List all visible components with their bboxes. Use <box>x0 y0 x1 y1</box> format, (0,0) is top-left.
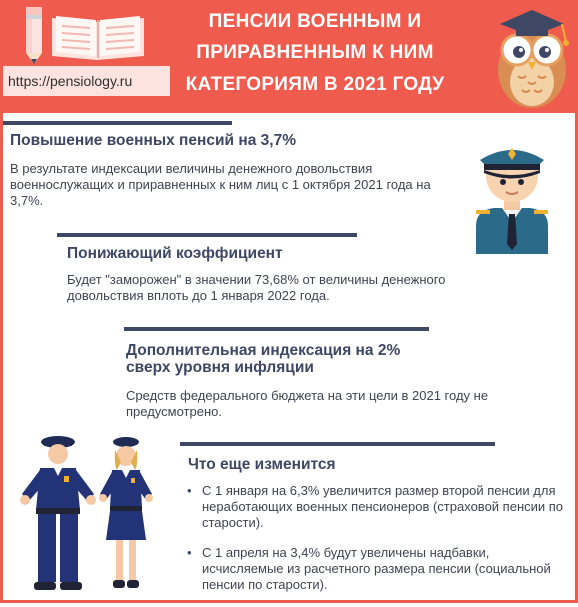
section-text-additional-indexation: Средств федерального бюджета на эти цели… <box>126 388 489 419</box>
page-title-line-2: ПРИРАВНЕННЫМ К НИМ <box>196 42 434 63</box>
section-title-pension-increase: Повышение военных пенсий на 3,7% <box>10 132 296 149</box>
section-divider-1 <box>0 121 232 125</box>
section-title-additional-indexation-1: Дополнительная индексация на 2% <box>126 342 401 359</box>
pencil-icon <box>26 7 42 64</box>
officer-portrait-icon <box>476 148 548 254</box>
section-divider-2 <box>57 233 357 237</box>
page-title-line-1: ПЕНСИИ ВОЕННЫМ И <box>208 11 422 32</box>
section-text-pension-increase: В результате индексации величины денежно… <box>10 161 431 208</box>
section-divider-4 <box>180 442 495 446</box>
list-item: С 1 апреля на 3,4% будут увеличены надба… <box>185 545 565 593</box>
section-title-coefficient: Понижающий коэффициент <box>67 245 283 262</box>
list-item: С 1 января на 6,3% увеличится размер вто… <box>185 483 565 531</box>
changes-list: С 1 января на 6,3% увеличится размер вто… <box>185 483 565 607</box>
open-book-icon <box>52 16 144 60</box>
police-couple-icon <box>20 436 153 590</box>
section-divider-3 <box>124 327 429 331</box>
section-title-what-else-changes: Что еще изменится <box>188 456 336 473</box>
website-url: https://pensiology.ru <box>0 66 170 96</box>
section-text-coefficient: Будет "заморожен" в значении 73,68% от в… <box>67 272 446 303</box>
owl-graduate-icon <box>498 10 569 108</box>
section-title-additional-indexation-2: сверх уровня инфляции <box>126 359 314 376</box>
page-title-line-3: КАТЕГОРИЯМ В 2021 ГОДУ <box>185 74 445 95</box>
